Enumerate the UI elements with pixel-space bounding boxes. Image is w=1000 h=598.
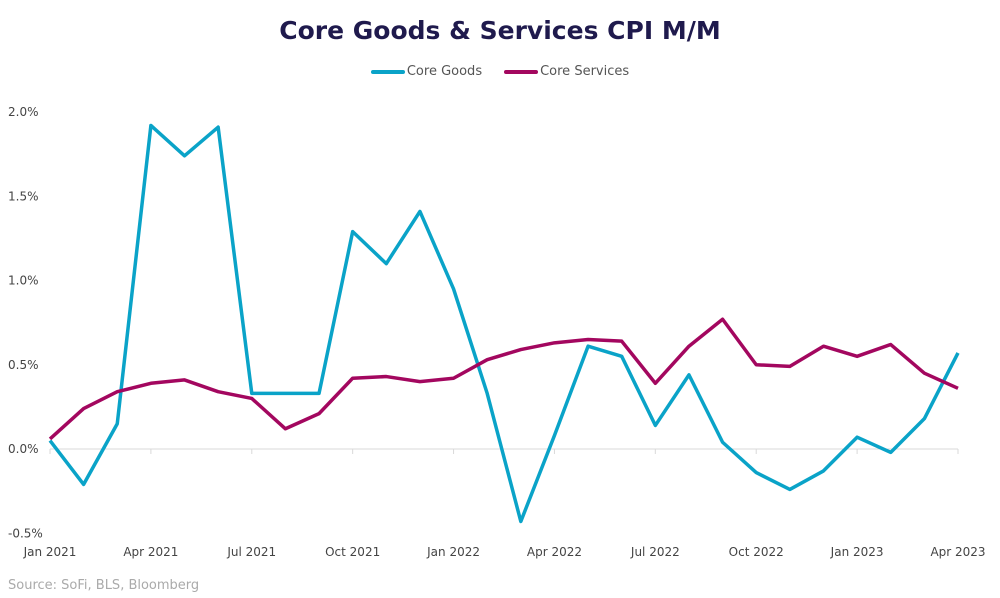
chart-title: Core Goods & Services CPI M/M — [279, 16, 721, 45]
x-tick-label: Jan 2023 — [830, 545, 884, 559]
legend-label-core-services: Core Services — [540, 64, 630, 79]
y-tick-label: -0.5% — [8, 526, 43, 540]
legend: Core Goods Core Services — [0, 64, 1000, 79]
series-line-core-services — [48, 317, 959, 441]
x-tick-label: Apr 2021 — [123, 545, 178, 559]
y-tick-label: 2.0% — [8, 105, 39, 119]
legend-item-core-services: Core Services — [504, 64, 629, 79]
x-tick-label: Oct 2021 — [325, 545, 380, 559]
legend-swatch-core-services — [504, 69, 539, 74]
legend-swatch-core-goods — [370, 69, 405, 74]
x-tick-label: Oct 2022 — [729, 545, 784, 559]
x-tick-label: Jul 2022 — [630, 545, 680, 559]
legend-label-core-goods: Core Goods — [406, 64, 483, 79]
y-tick-label: 0.0% — [8, 442, 39, 456]
x-tick-label: Apr 2022 — [527, 545, 582, 559]
y-tick-label: 1.0% — [8, 274, 39, 288]
series-line-core-goods — [48, 123, 960, 524]
x-tick-label: Apr 2023 — [930, 545, 985, 559]
x-tick-label: Jul 2021 — [226, 545, 276, 559]
y-tick-label: 0.5% — [8, 358, 39, 372]
source-note: Source: SoFi, BLS, Bloomberg — [8, 578, 200, 593]
x-tick-label: Jan 2021 — [23, 545, 77, 559]
x-tick-label: Jan 2022 — [426, 545, 480, 559]
y-tick-label: 1.5% — [8, 189, 39, 203]
legend-item-core-goods: Core Goods — [370, 64, 483, 79]
